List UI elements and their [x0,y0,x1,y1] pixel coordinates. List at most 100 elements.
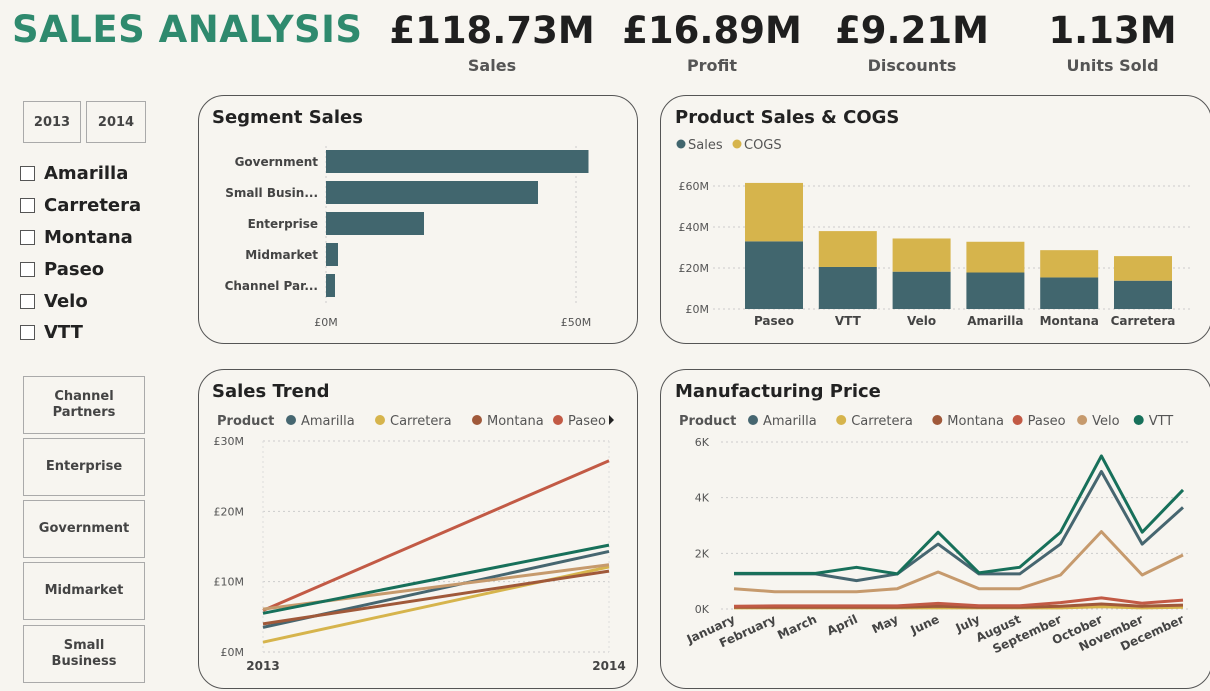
segment-button-small-business[interactable]: Small Business [23,625,145,683]
x-tick-label: £50M [561,316,592,329]
category-label: Montana [1040,314,1099,328]
manufacturing-price-chart: Manufacturing Price Product Amarilla Carre… [675,381,1188,656]
y-tick-label: £20M [679,262,710,275]
segment-button-enterprise[interactable]: Enterprise [23,438,145,496]
legend-label-paseo: Paseo [568,414,606,429]
bar-enterprise [326,212,424,235]
checkbox-label: Velo [44,290,88,312]
line-velo [733,530,1184,594]
legend-marker-cogs [732,139,742,149]
bar-sales-vtt [818,266,877,309]
checkbox-box[interactable] [20,261,35,277]
x-tick-label: £0M [314,316,338,329]
category-label: Velo [907,314,936,328]
bar-cogs-carretera [1114,256,1172,281]
checkbox-label: VTT [44,321,83,343]
product-checkbox-paseo[interactable]: Paseo [20,257,104,281]
bar-sales-amarilla [966,272,1025,309]
page-title: SALES ANALYSIS [12,8,363,51]
checkbox-label: Carretera [44,194,142,216]
checkbox-box[interactable] [20,324,35,340]
product-checkbox-velo[interactable]: Velo [20,289,88,313]
legend-label-carretera: Carretera [390,414,452,429]
legend-marker-carretera [375,415,385,425]
legend-marker-vtt [1133,415,1144,425]
category-label: Paseo [754,314,794,328]
legend-marker-montana [472,415,482,425]
checkbox-box[interactable] [20,165,35,181]
checkbox-label: Paseo [44,258,105,280]
legend-label-velo: Velo [1092,414,1119,429]
segment-button-government[interactable]: Government [23,500,145,558]
year-button-2013[interactable]: 2013 [23,101,81,143]
x-tick-label: March [775,612,819,642]
category-label: Midmarket [245,248,318,262]
kpi-units-sold: 1.13M Units Sold [1040,8,1185,75]
y-tick-label: 2K [695,547,710,560]
chart-title: Segment Sales [212,107,363,128]
line-paseo [262,459,610,612]
product-checkbox-carretera[interactable]: Carretera [20,193,141,217]
legend-next-arrow-icon[interactable] [609,415,614,425]
checkbox-label: Montana [44,226,133,248]
y-tick-label: £0M [686,303,710,316]
segment-sales-chart: Segment Sales Government Small Busin... En… [212,107,592,329]
legend-marker-amarilla [286,415,296,425]
kpi-sales-label: Sales [467,56,517,75]
legend-marker-amarilla [748,415,758,425]
bar-sales-carretera [1114,280,1172,309]
category-label: Government [235,155,319,169]
y-tick-label: 0K [695,603,710,616]
legend-title: Product [217,414,274,429]
line-amarilla [734,470,1185,583]
sales-trend-card: Sales Trend Product Amarilla Carretera Mont… [198,369,638,689]
y-tick-label: £0M [221,646,245,659]
legend-title: Product [679,414,736,429]
kpi-discounts-value: £9.21M [835,9,989,52]
legend-marker-paseo [553,415,563,425]
product-checkbox-montana[interactable]: Montana [20,225,133,249]
line-montana [262,569,610,626]
category-label: Channel Par... [225,279,318,293]
checkbox-box[interactable] [20,229,35,245]
chart-title: Manufacturing Price [675,381,881,402]
legend-label-amarilla: Amarilla [763,414,817,429]
legend-label-cogs: COGS [744,138,782,153]
x-tick-label: May [870,612,901,636]
sales-trend-chart: Sales Trend Product Amarilla Carretera Mont… [212,381,626,673]
bar-sales-paseo [745,241,803,309]
kpi-discounts-label: Discounts [867,56,957,75]
legend-label-montana: Montana [947,414,1004,429]
line-paseo [733,596,1184,608]
product-checkbox-amarilla[interactable]: Amarilla [20,161,128,185]
bar-cogs-paseo [745,182,803,242]
legend-label-montana: Montana [487,414,544,429]
category-label: Carretera [1111,314,1176,328]
checkbox-box[interactable] [20,197,35,213]
y-tick-label: £10M [214,576,245,589]
segment-button-channel-partners[interactable]: Channel Partners [23,376,145,434]
year-button-2014[interactable]: 2014 [86,101,146,143]
product-checkbox-vtt[interactable]: VTT [20,320,83,344]
kpi-units-label: Units Sold [1066,56,1159,75]
legend-label-sales: Sales [688,138,723,153]
line-vtt [262,543,610,615]
legend-label-carretera: Carretera [851,414,913,429]
y-tick-label: £60M [679,180,710,193]
checkbox-box[interactable] [20,293,35,309]
y-tick-label: £30M [214,435,245,448]
kpi-sales: £118.73M Sales [383,8,601,75]
manufacturing-price-card: Manufacturing Price Product Amarilla Carre… [660,369,1210,689]
y-tick-label: £20M [214,505,245,518]
x-tick-label: April [825,612,860,638]
kpi-sales-value: £118.73M [389,9,595,52]
x-tick-label: 2014 [592,659,625,673]
bar-cogs-montana [1040,250,1099,278]
legend-marker-sales [676,139,686,149]
y-tick-label: 4K [695,492,710,505]
segment-button-midmarket[interactable]: Midmarket [23,562,145,620]
legend-label-amarilla: Amarilla [301,414,355,429]
x-tick-label: June [908,612,942,638]
category-label: Enterprise [248,217,318,231]
legend-marker-paseo [1012,415,1023,425]
